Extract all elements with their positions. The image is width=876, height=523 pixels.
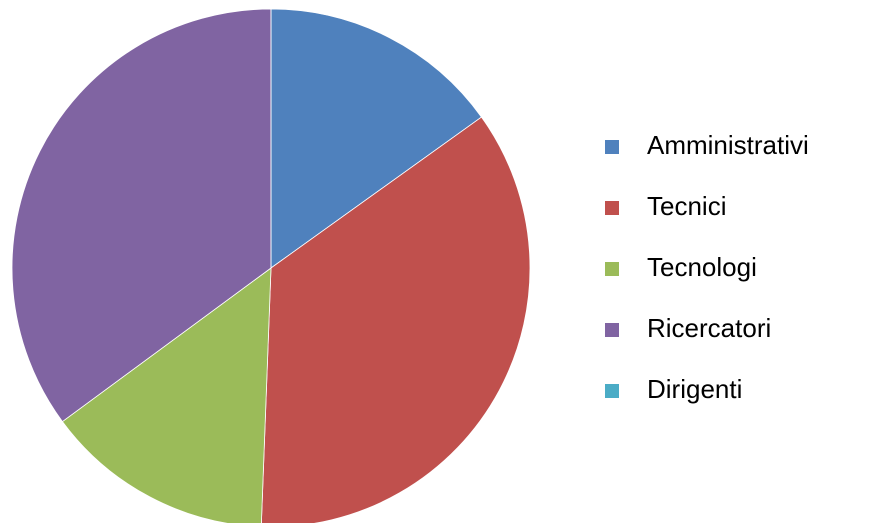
pie-slice xyxy=(270,8,483,269)
legend-label: Tecnici xyxy=(647,191,726,221)
legend-label: Amministrativi xyxy=(647,130,809,160)
legend-label: Dirigenti xyxy=(647,374,742,404)
legend-label: Tecnologi xyxy=(647,252,757,282)
pie-slice xyxy=(11,8,272,423)
legend-swatch xyxy=(605,384,619,398)
pie-slice xyxy=(260,116,531,523)
pie-slice xyxy=(61,267,272,523)
legend-swatch xyxy=(605,262,619,276)
legend-label: Ricercatori xyxy=(647,313,771,343)
legend-swatch xyxy=(605,140,619,154)
legend-swatch xyxy=(605,201,619,215)
legend-swatch xyxy=(605,323,619,337)
